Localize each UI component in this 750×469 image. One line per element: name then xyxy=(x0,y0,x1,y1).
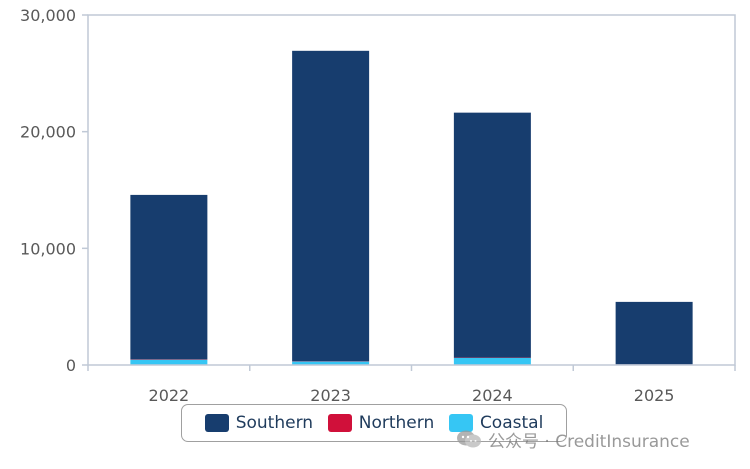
plot-frame xyxy=(87,14,736,366)
y-tick-label: 20,000 xyxy=(20,123,76,142)
bar-coastal-2022[interactable] xyxy=(130,359,208,365)
legend-swatch-coastal xyxy=(448,414,473,432)
x-tick-label: 2025 xyxy=(634,386,675,405)
legend-swatch-southern xyxy=(204,414,229,432)
bar-coastal-2024[interactable] xyxy=(453,358,531,365)
y-tick-label: 10,000 xyxy=(20,239,76,258)
x-axis: 2022 2023 2024 2025 xyxy=(87,365,736,405)
bar-southern-2023[interactable] xyxy=(292,50,370,362)
legend-item-coastal[interactable]: Coastal xyxy=(448,413,544,433)
legend-item-northern[interactable]: Northern xyxy=(327,413,435,433)
bar-southern-2022[interactable] xyxy=(130,194,208,360)
bar-southern-2025[interactable] xyxy=(615,301,693,365)
legend-item-southern[interactable]: Southern xyxy=(204,413,314,433)
legend: Southern Northern Coastal xyxy=(181,404,567,442)
watermark-text: 公众号 · CreditInsurance xyxy=(488,431,690,452)
y-tick-label: 0 xyxy=(66,356,76,375)
wechat-icon xyxy=(457,430,481,448)
y-axis: 0 10,000 20,000 30,000 xyxy=(20,6,88,375)
y-tick-label: 30,000 xyxy=(20,6,76,25)
legend-label-southern: Southern xyxy=(235,413,314,433)
x-tick-label: 2024 xyxy=(472,386,513,405)
x-tick-label: 2022 xyxy=(149,386,190,405)
legend-label-northern: Northern xyxy=(358,413,435,433)
plot-border xyxy=(87,14,736,366)
bar-coastal-2023[interactable] xyxy=(292,361,370,366)
watermark: 公众号 · CreditInsurance xyxy=(456,426,690,452)
bar-southern-2024[interactable] xyxy=(453,112,531,358)
x-tick-label: 2023 xyxy=(310,386,351,405)
legend-swatch-northern xyxy=(327,414,352,432)
legend-label-coastal: Coastal xyxy=(479,413,544,433)
bars xyxy=(130,50,693,366)
